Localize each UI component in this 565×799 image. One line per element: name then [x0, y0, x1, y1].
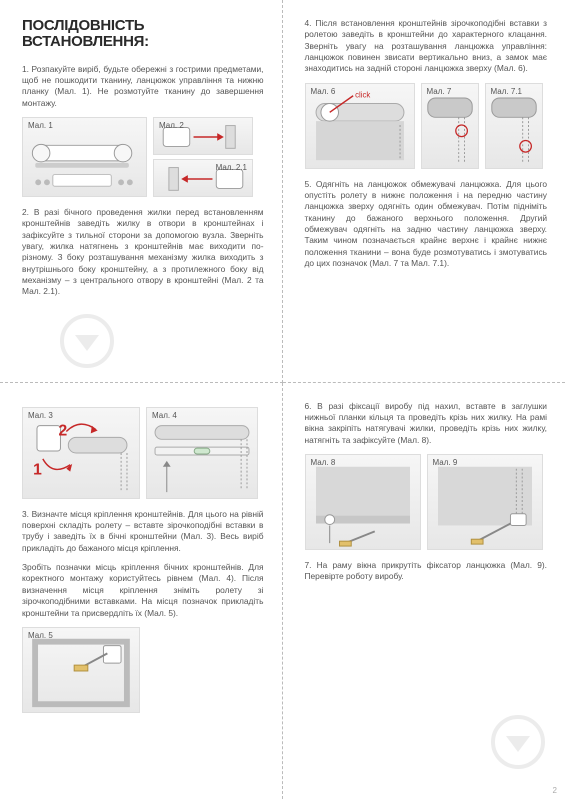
figure-2: Мал. 2: [153, 117, 253, 155]
figure-caption: Мал. 8: [311, 458, 336, 467]
svg-text:1: 1: [33, 461, 42, 478]
chain-fixer-icon: [428, 455, 542, 549]
figure-5: Мал. 5: [22, 627, 140, 713]
figure-caption: Мал. 2.1: [216, 163, 247, 172]
fig-row-br: Мал. 8 Мал. 9: [305, 454, 548, 550]
step-3b-text: Зробіть позначки місць кріплення бічних …: [22, 562, 264, 619]
watermark-icon: [491, 715, 545, 769]
figure-caption: Мал. 5: [28, 631, 53, 640]
column-bottom-right: 6. В разі фіксації виробу під нахил, вст…: [283, 383, 565, 799]
figure-1: Мал. 1: [22, 117, 147, 197]
assemble-icon: 1 2: [23, 408, 139, 498]
limiter-back-icon: [486, 84, 542, 168]
figure-caption: Мал. 7: [427, 87, 452, 96]
step-4-text: 4. Після встановлення кронштейнів зірочк…: [305, 18, 548, 75]
step-3-text: 3. Визначте місця кріплення кронштейнів.…: [22, 509, 264, 554]
figure-7-1: Мал. 7.1: [485, 83, 543, 169]
watermark-icon: [60, 314, 114, 368]
column-bottom-left: Мал. 3 1 2 Мал. 4: [0, 383, 283, 799]
page-number: 2: [553, 786, 557, 795]
figure-3: Мал. 3 1 2: [22, 407, 140, 499]
figure-caption: Мал. 1: [28, 121, 53, 130]
click-label: click: [355, 90, 370, 99]
click-insert-icon: click: [306, 84, 414, 168]
tensioner-icon: [306, 455, 420, 549]
figure-9: Мал. 9: [427, 454, 543, 550]
fig-row-top-right: Мал. 6 click Мал. 7 Ма: [305, 83, 548, 169]
level-mark-icon: [147, 408, 257, 498]
column-top-left: ПОСЛІДОВНІСТЬ ВСТАНОВЛЕННЯ: 1. Розпакуйт…: [0, 0, 283, 383]
figure-caption: Мал. 2: [159, 121, 184, 130]
figure-8: Мал. 8: [305, 454, 421, 550]
limiter-front-icon: [422, 84, 478, 168]
step-5-text: 5. Одягніть на ланцюжок обмежувачі ланцю…: [305, 179, 548, 270]
figure-caption: Мал. 7.1: [491, 87, 522, 96]
figure-7: Мал. 7: [421, 83, 479, 169]
figure-4: Мал. 4: [146, 407, 258, 499]
step-2-text: 2. В разі бічного проведення жилки перед…: [22, 207, 264, 298]
figure-2-1: Мал. 2.1: [153, 159, 253, 197]
figure-caption: Мал. 3: [28, 411, 53, 420]
page-title: ПОСЛІДОВНІСТЬ ВСТАНОВЛЕННЯ:: [22, 18, 264, 50]
step-1-text: 1. Розпакуйте виріб, будьте обережні з г…: [22, 64, 264, 109]
step-6-text: 6. В разі фіксації виробу під нахил, вст…: [305, 401, 548, 446]
drill-bracket-icon: [23, 628, 139, 712]
step-7-text: 7. На раму вікна прикрутіть фіксатор лан…: [305, 560, 548, 583]
figure-caption: Мал. 9: [433, 458, 458, 467]
column-top-right: 4. Після встановлення кронштейнів зірочк…: [283, 0, 565, 383]
fig-row-bl2: Мал. 5: [22, 627, 264, 713]
fig-row-bl: Мал. 3 1 2 Мал. 4: [22, 407, 264, 499]
fig-row-1: Мал. 1 Мал. 2: [22, 117, 264, 197]
figure-caption: Мал. 6: [311, 87, 336, 96]
figure-6: Мал. 6 click: [305, 83, 415, 169]
figure-caption: Мал. 4: [152, 411, 177, 420]
